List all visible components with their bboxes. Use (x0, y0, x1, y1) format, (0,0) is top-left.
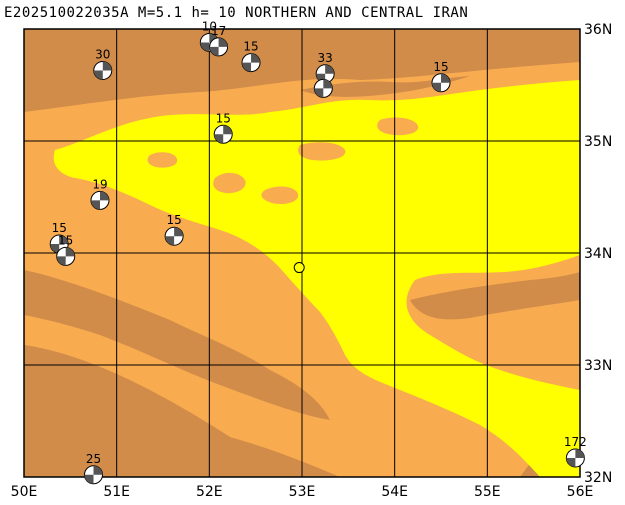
focal-mechanism-beachball: 19 (90, 177, 110, 210)
mechanism-depth-label: 19 (92, 177, 107, 191)
mechanism-depth-label: 15 (52, 221, 67, 235)
mechanism-depth-label: 33 (318, 51, 333, 65)
mechanism-depth-label: 15 (166, 213, 181, 227)
focal-mechanism-beachball: 30 (93, 47, 113, 80)
latitude-tick-label: 34N (584, 246, 612, 262)
focal-mechanism-beachball: 17 (209, 24, 229, 57)
mechanism-depth-label: 172 (564, 435, 587, 449)
mechanism-depth-label: 15 (433, 60, 448, 74)
highland-ridge (410, 272, 580, 320)
plot-frame (23, 28, 581, 478)
longitude-labels: 50E 51E 52E 53E 54E 55E 56E (11, 484, 594, 500)
mechanism-depth-label: 25 (86, 452, 101, 466)
longitude-tick-label: 54E (381, 484, 408, 500)
latitude-tick-label: 32N (584, 470, 612, 486)
focal-mechanism-beachball: 15 (241, 40, 261, 73)
longitude-tick-label: 50E (11, 484, 38, 500)
upland-island (298, 142, 346, 161)
latitude-tick-label: 36N (584, 22, 612, 38)
latitude-labels: 32N 33N 34N 35N 36N (584, 22, 612, 486)
longitude-tick-label: 55E (474, 484, 501, 500)
graticule (24, 29, 580, 477)
upland-island (377, 117, 419, 136)
mechanism-depth-label: 15 (58, 233, 73, 247)
longitude-tick-label: 56E (567, 484, 594, 500)
highland-ridge (300, 76, 470, 97)
highland-ridge (24, 345, 280, 477)
highland-ridge (24, 270, 330, 420)
map-title: E202510022035A M=5.1 h= 10 NORTHERN AND … (4, 5, 469, 21)
upland-island (213, 172, 246, 194)
focal-mechanism-beachball: 15 (213, 111, 233, 144)
focal-mechanism-beachball: 15 (56, 233, 76, 266)
longitude-tick-label: 51E (103, 484, 130, 500)
focal-mechanism-beachball (313, 78, 333, 98)
longitude-tick-label: 53E (289, 484, 316, 500)
mechanism-depth-label: 10 (202, 19, 217, 33)
focal-mechanism-beachball: 172 (564, 435, 587, 468)
epicenter-marker (293, 262, 305, 274)
upland-island (261, 186, 299, 204)
lowland-terrain (53, 80, 580, 477)
latitude-tick-label: 33N (584, 358, 612, 374)
focal-mechanism-beachball: 15 (431, 60, 451, 93)
mechanism-depth-label: 17 (211, 24, 226, 38)
focal-mechanism-beachball: 15 (164, 213, 184, 246)
latitude-tick-label: 35N (584, 134, 612, 150)
mechanism-depth-label: 30 (95, 47, 110, 61)
upland-island (147, 152, 178, 168)
longitude-tick-label: 52E (196, 484, 223, 500)
mechanism-depth-label: 15 (243, 40, 258, 54)
focal-mechanism-beachball: 33 (315, 51, 335, 84)
mechanism-depth-label: 15 (216, 111, 231, 125)
focal-mechanism-beachball: 25 (84, 452, 103, 485)
